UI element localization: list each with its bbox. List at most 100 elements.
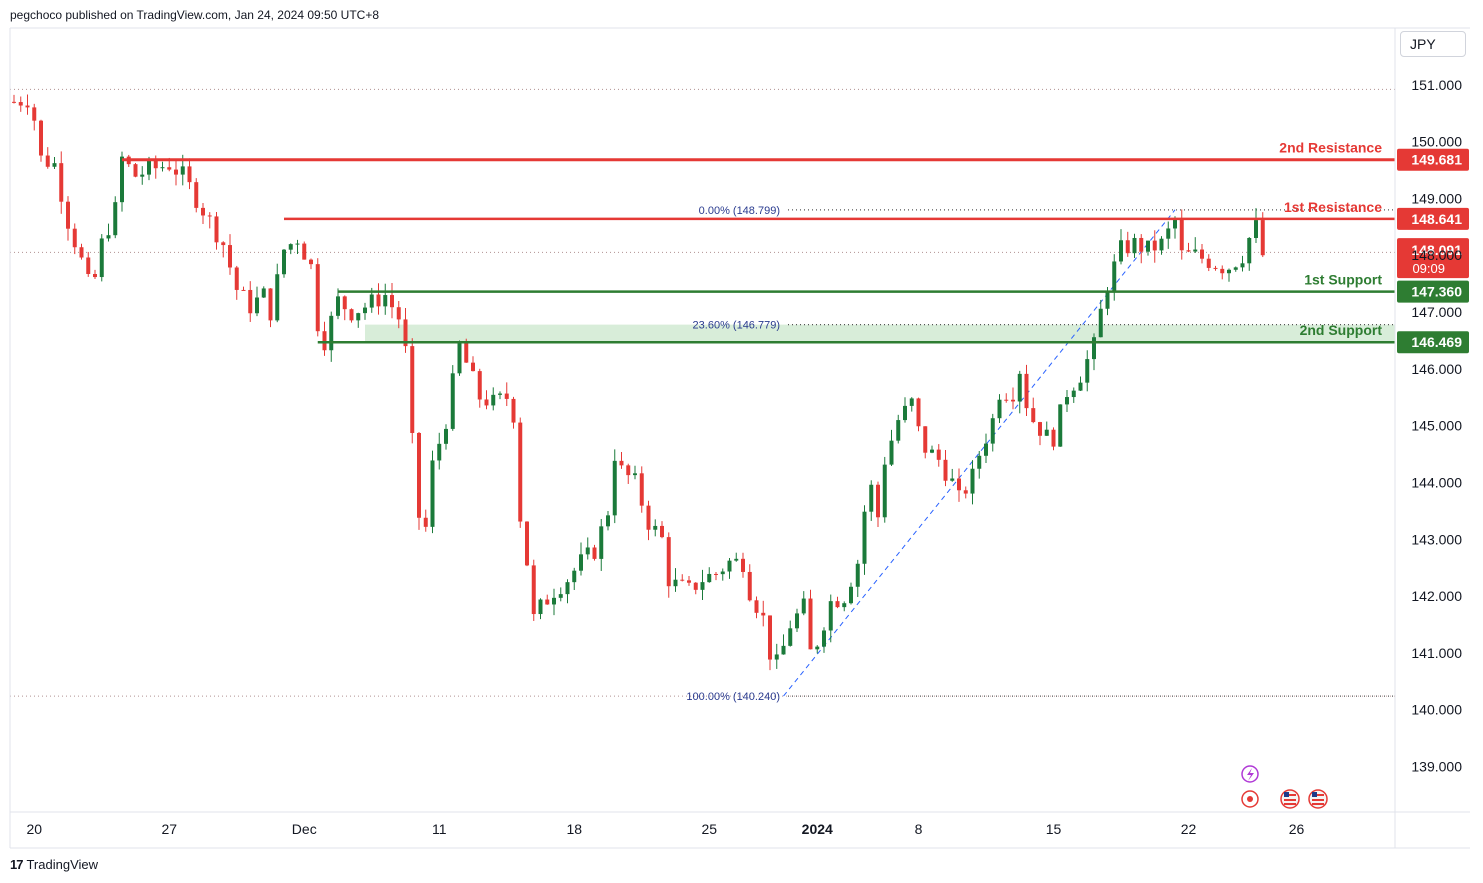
candle-body: [815, 646, 820, 650]
candle-body: [1065, 397, 1069, 405]
candle-body: [1247, 237, 1252, 264]
candle-body: [457, 342, 462, 374]
candle-body: [498, 393, 502, 395]
candle-body: [160, 167, 165, 169]
candle-body: [909, 398, 914, 406]
candle-body: [626, 465, 631, 476]
candle-body: [1119, 240, 1123, 262]
level-name: 2nd Resistance: [1279, 140, 1382, 156]
candle-body: [504, 393, 509, 399]
y-tick-label: 143.000: [1411, 531, 1462, 547]
candle-body: [403, 319, 408, 347]
candle-body: [255, 297, 259, 314]
currency-selector[interactable]: JPY: [1400, 31, 1466, 57]
level-price-label: 146.469: [1411, 334, 1462, 350]
candles-layer: [12, 94, 1265, 671]
candle-body: [646, 505, 651, 530]
event-icon: [1241, 790, 1259, 808]
lightning-bolt-icon: [1247, 768, 1254, 781]
candle-body: [619, 460, 624, 466]
candle-body: [18, 102, 23, 106]
candle-body: [936, 449, 941, 460]
level-price-label: 147.360: [1411, 284, 1462, 300]
candle-body: [349, 309, 354, 321]
candle-body: [1213, 267, 1218, 269]
candle-body: [167, 167, 172, 170]
tradingview-brand: 17 TradingView: [10, 857, 98, 872]
candle-body: [1038, 422, 1042, 436]
candle-body: [133, 164, 138, 177]
countdown-label: 09:09: [1412, 261, 1445, 276]
candle-body: [592, 547, 597, 559]
fib-level-label: 100.00% (140.240): [686, 691, 780, 703]
candle-body: [1220, 268, 1225, 274]
candle-body: [828, 601, 833, 631]
candle-body: [410, 346, 415, 433]
candle-body: [734, 558, 739, 561]
candle-body: [302, 243, 307, 260]
x-tick-label: 26: [1289, 821, 1305, 837]
level-price-tag: [1397, 207, 1469, 230]
candle-body: [491, 394, 496, 406]
level-name: 1st Support: [1304, 272, 1382, 288]
candle-body: [282, 249, 286, 275]
candle-body: [774, 654, 779, 660]
x-tick-label: 20: [26, 821, 42, 837]
candle-body: [1179, 219, 1184, 251]
candle-body: [511, 398, 516, 423]
x-tick-label: 15: [1046, 821, 1062, 837]
candle-body: [768, 615, 772, 660]
candle-body: [761, 612, 766, 616]
candle-body: [889, 440, 894, 465]
candle-body: [39, 120, 43, 156]
level-name: 1st Resistance: [1284, 199, 1382, 215]
candle-body: [963, 490, 968, 494]
flag-stripe-icon: [1312, 803, 1324, 805]
candle-body: [376, 294, 381, 307]
support-zone-layer: [365, 324, 1395, 343]
candle-body: [606, 515, 610, 527]
candle-body: [329, 315, 334, 351]
candle-body: [1125, 240, 1130, 254]
candle-body: [363, 307, 367, 314]
y-tick-label: 140.000: [1411, 702, 1462, 718]
current-price-label: 148.091: [1411, 242, 1462, 258]
candle-body: [174, 169, 178, 175]
candle-body: [990, 418, 995, 444]
candle-body: [660, 525, 664, 538]
candle-body: [822, 630, 826, 647]
candle-body: [113, 202, 118, 236]
candle-body: [1260, 220, 1265, 256]
tradingview-logo-icon: 17: [10, 857, 24, 872]
candle-body: [1254, 220, 1258, 238]
candle-body: [1193, 249, 1198, 252]
candle-body: [869, 484, 874, 512]
candle-body: [275, 274, 280, 321]
fib-level-label: 0.00% (148.799): [699, 205, 780, 217]
candle-body: [545, 599, 550, 605]
candle-body: [336, 296, 340, 316]
candle-body: [943, 459, 948, 481]
candle-body: [147, 160, 151, 175]
candle-body: [673, 579, 678, 587]
candle-body: [572, 570, 577, 583]
candle-body: [1051, 429, 1056, 447]
candle-body: [1078, 382, 1083, 391]
icons-layer: [1241, 765, 1328, 809]
candle-body: [1004, 399, 1009, 401]
candle-body: [322, 331, 327, 351]
candle-body: [241, 289, 246, 291]
candle-body: [25, 105, 30, 108]
flag-canton-icon: [1284, 792, 1289, 797]
candle-body: [558, 594, 563, 598]
candle-body: [903, 405, 907, 421]
candle-body: [437, 443, 442, 461]
candle-body: [32, 107, 37, 121]
y-tick-label: 151.000: [1411, 77, 1462, 93]
candle-body: [1132, 237, 1137, 254]
candle-body: [295, 243, 300, 245]
candle-body: [72, 228, 77, 248]
flag-canton-icon: [1312, 792, 1317, 797]
current-price-tag: [1397, 238, 1469, 279]
